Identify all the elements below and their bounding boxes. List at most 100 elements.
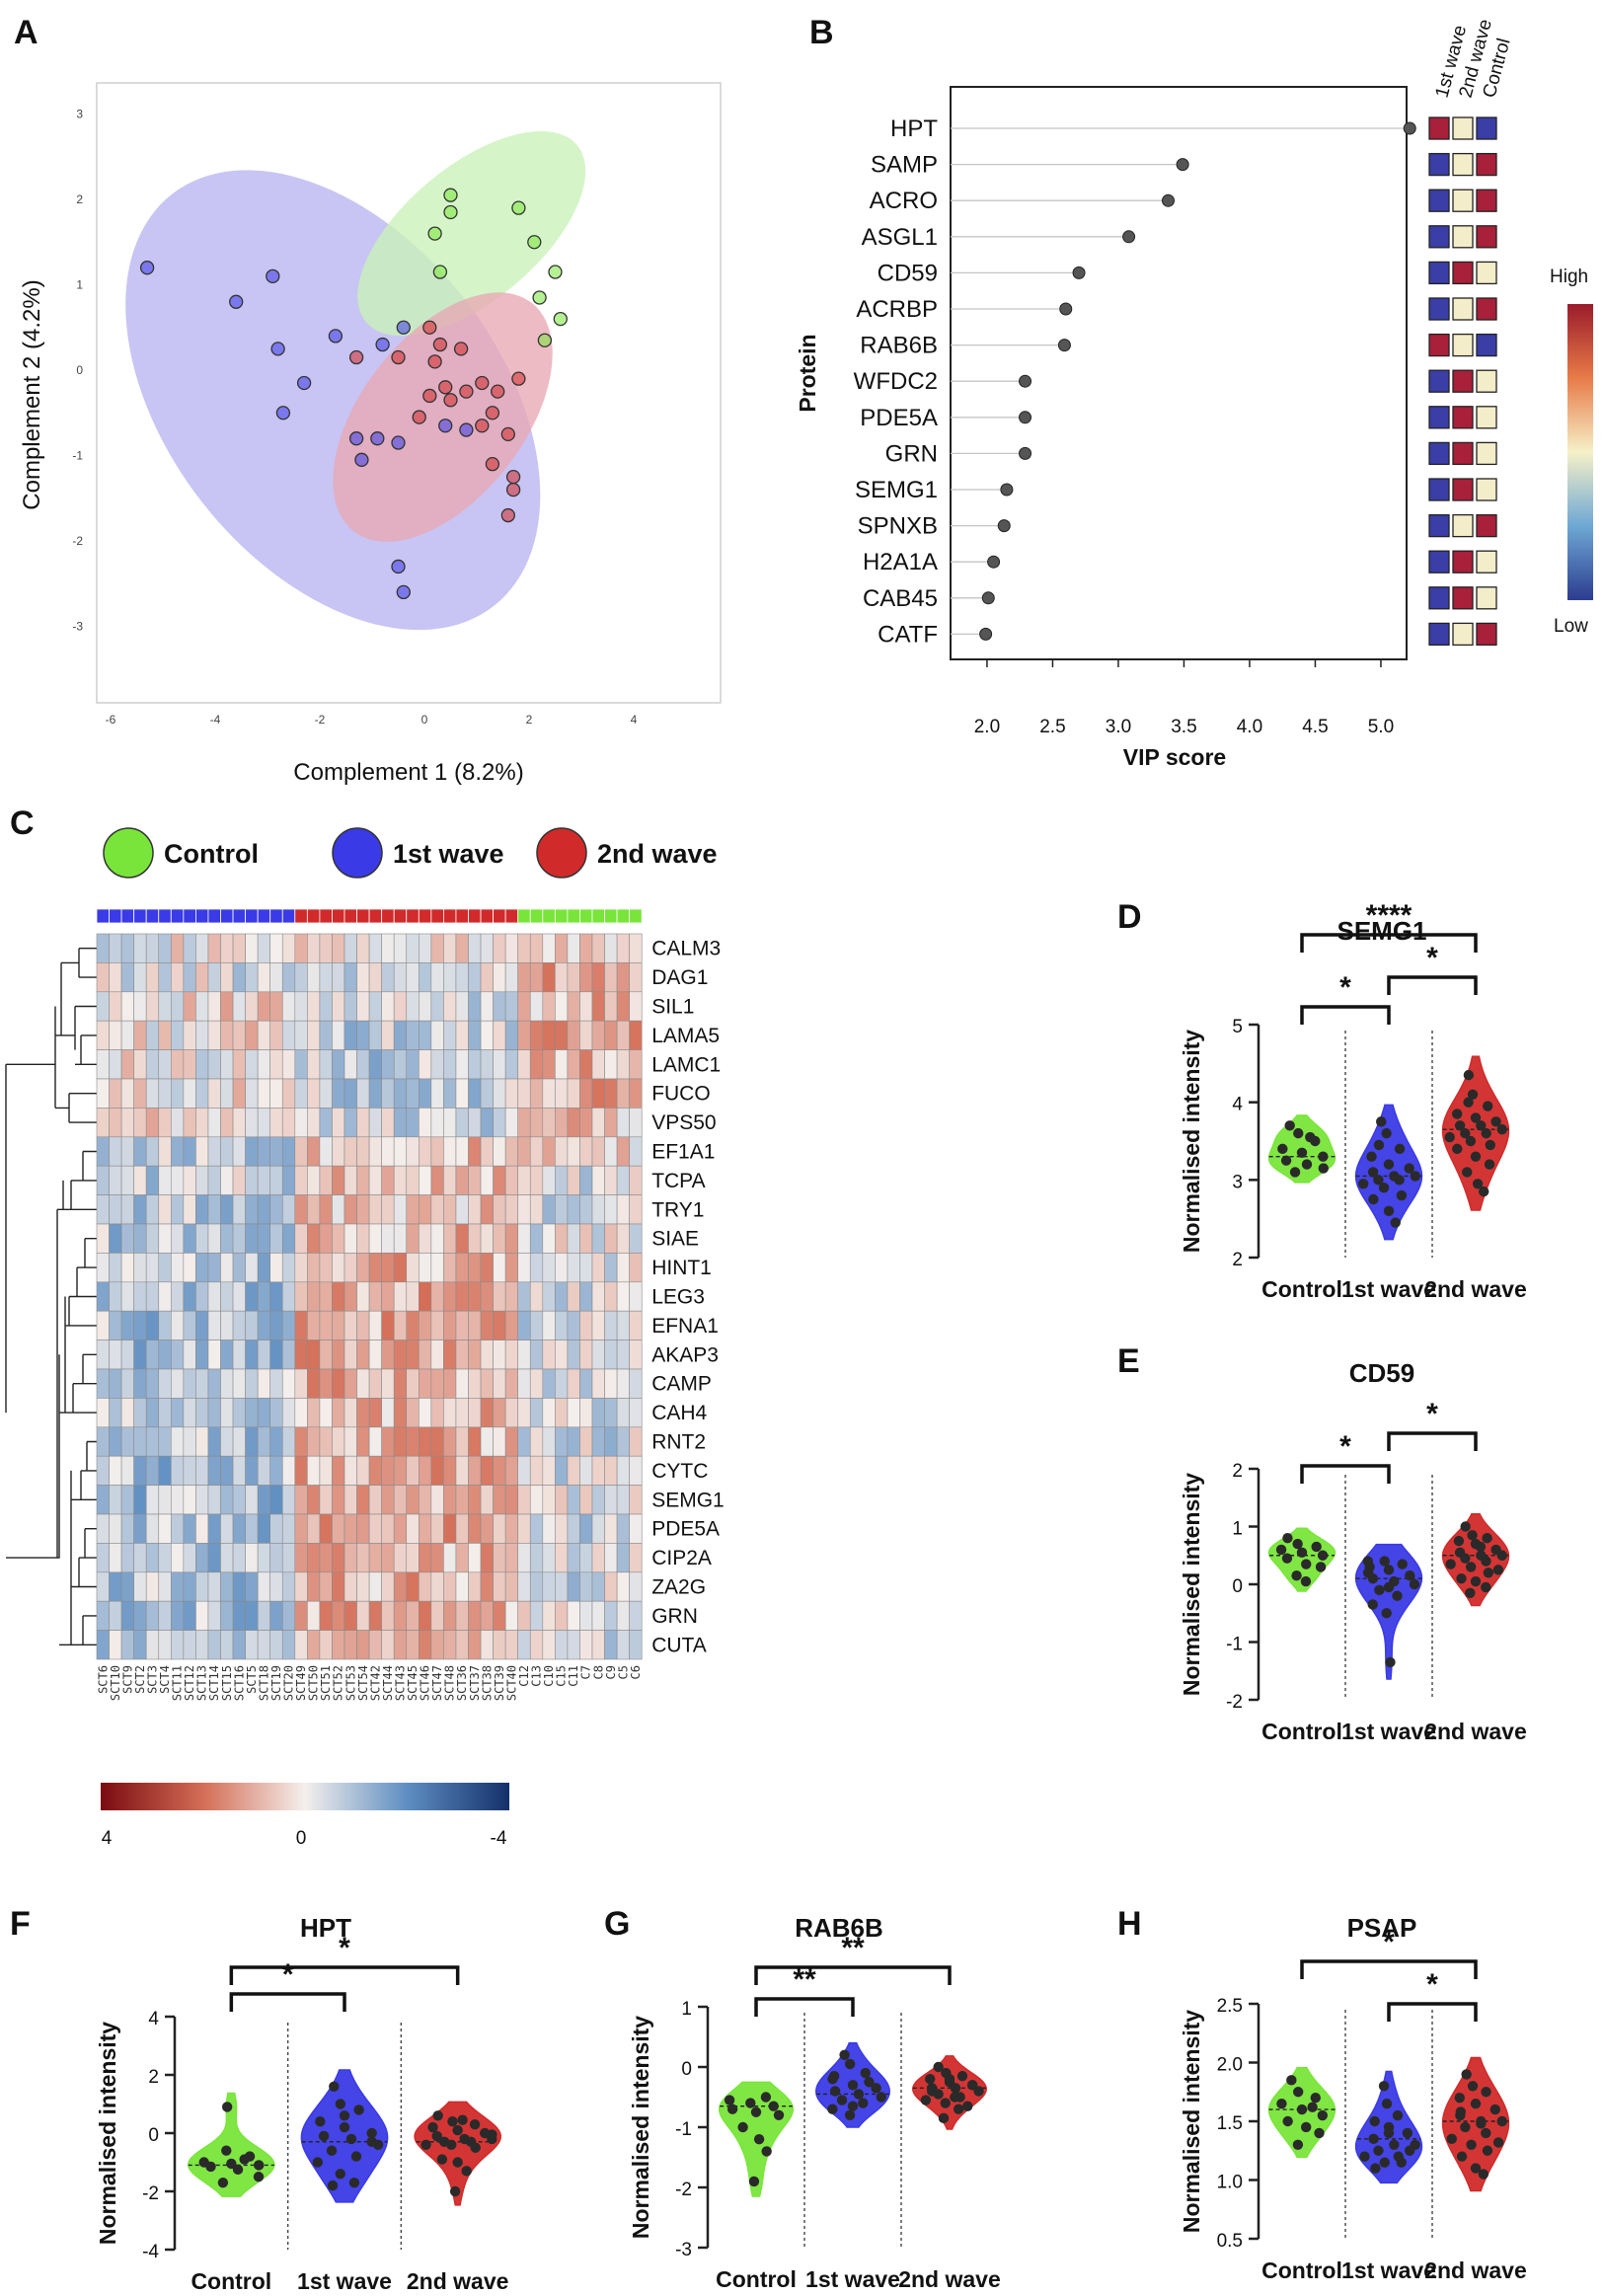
heatmap-cell: [356, 991, 370, 1022]
heatmap-cell: [406, 991, 420, 1022]
heatmap-cell: [393, 1108, 408, 1138]
heatmap-cell: [183, 1078, 196, 1109]
heatmap-cell: [319, 1108, 333, 1138]
heatmap-cell: [555, 1136, 569, 1167]
heatmap-cell: [133, 1426, 147, 1457]
violin-data-point: [876, 2092, 886, 2103]
heatmap-cell: [480, 1165, 494, 1195]
dendrogram-branch: [68, 1093, 97, 1123]
heatmap-cell: [529, 1571, 544, 1602]
heatmap-cell: [319, 1223, 333, 1254]
heatmap-cell: [344, 1571, 357, 1602]
heatmap-cell: [591, 1165, 605, 1195]
heatmap-cell: [591, 962, 605, 993]
heatmap-cell: [393, 991, 408, 1022]
heatmap-group-cell: [616, 908, 631, 924]
heatmap-cell: [195, 991, 209, 1022]
violin-data-point: [966, 2080, 978, 2091]
legend-control-swatch: [103, 827, 154, 879]
heatmap-cell: [257, 962, 270, 993]
heatmap-cell: [120, 933, 134, 963]
heatmap-cell: [183, 1630, 196, 1660]
heatmap-cell: [368, 1339, 382, 1370]
heatmap-cell: [171, 1485, 185, 1515]
heatmap-group-cell: [591, 908, 605, 924]
violin-y-tick: -3: [675, 2240, 692, 2260]
heatmap-cell: [109, 1078, 122, 1109]
heatmap-cell: [158, 1281, 172, 1312]
violin-data-point: [1404, 2145, 1415, 2156]
heatmap-cell: [133, 1049, 147, 1080]
vip-group-level-cell: [1452, 225, 1474, 249]
heatmap-cell: [480, 1136, 494, 1167]
violin-data-point: [487, 2129, 497, 2140]
heatmap-cell: [480, 1223, 494, 1254]
heatmap-cell: [145, 1165, 160, 1195]
heatmap-cell: [468, 1281, 482, 1312]
heatmap-cell: [591, 1253, 605, 1283]
violin-y-tick: -1: [675, 2119, 692, 2140]
heatmap-cell: [195, 1513, 209, 1544]
heatmap-cell: [158, 1194, 172, 1225]
heatmap-cell: [294, 991, 308, 1022]
pls-point: [391, 435, 406, 450]
heatmap-cell: [307, 991, 321, 1022]
violin-data-point: [847, 2080, 859, 2091]
heatmap-cell: [319, 1281, 333, 1312]
heatmap-cell: [344, 1398, 357, 1428]
heatmap-cell: [183, 1281, 196, 1312]
violin-data-point: [1460, 1553, 1471, 1564]
heatmap-cell: [245, 1108, 259, 1138]
heatmap-cell: [344, 1485, 357, 1515]
heatmap-cell: [542, 1339, 556, 1370]
heatmap-cell: [96, 1253, 110, 1283]
pls-y-tick: -1: [72, 449, 83, 463]
heatmap-cell: [455, 1368, 469, 1399]
pls-point: [396, 320, 411, 335]
vip-group-level-cell: [1476, 333, 1497, 357]
violin-data-point: [431, 2130, 442, 2142]
heatmap-cell: [629, 1136, 643, 1167]
violin-data-point: [315, 2116, 326, 2127]
heatmap-cell: [96, 1455, 110, 1486]
heatmap-cell: [368, 1108, 382, 1138]
pls-point: [229, 294, 244, 309]
heatmap-cell: [319, 1368, 333, 1399]
heatmap-cell: [567, 1020, 580, 1050]
heatmap-cell: [356, 933, 370, 963]
heatmap-cell: [393, 962, 408, 993]
heatmap-cell: [307, 1078, 321, 1109]
violin-data-point: [753, 2134, 765, 2145]
heatmap-cell: [257, 1253, 270, 1283]
heatmap-cell: [220, 1571, 234, 1602]
violin-data-point: [1490, 1116, 1501, 1127]
violin-data-point: [1465, 1562, 1477, 1572]
pls-point: [537, 333, 553, 347]
heatmap-cell: [257, 933, 270, 963]
heatmap-cell: [207, 1368, 221, 1399]
heatmap-cell: [195, 1194, 209, 1225]
heatmap-cell: [493, 1600, 506, 1631]
heatmap-cell: [307, 1600, 321, 1631]
heatmap-cell: [220, 1398, 234, 1428]
vip-protein-label: GRN: [885, 440, 938, 467]
heatmap-cell: [591, 1630, 605, 1660]
heatmap-cell: [257, 1020, 270, 1050]
heatmap-cell: [443, 1049, 457, 1080]
heatmap-cell: [195, 1165, 209, 1195]
heatmap-cell: [319, 933, 333, 963]
significance-stars: **: [841, 1932, 865, 1964]
violin-data-point: [1300, 2121, 1312, 2133]
heatmap-cell: [579, 1630, 593, 1660]
violin-data-point: [1404, 1163, 1414, 1174]
heatmap-cell: [220, 1020, 234, 1050]
heatmap-cell: [579, 1543, 593, 1573]
heatmap-cell: [629, 991, 643, 1022]
heatmap-cell: [356, 1194, 370, 1225]
heatmap-cell: [195, 1049, 209, 1080]
heatmap-cell: [567, 991, 580, 1022]
heatmap-cell: [344, 1020, 357, 1050]
pls-point: [422, 388, 437, 404]
heatmap-cell: [319, 1455, 333, 1486]
heatmap-cell: [281, 1310, 296, 1340]
